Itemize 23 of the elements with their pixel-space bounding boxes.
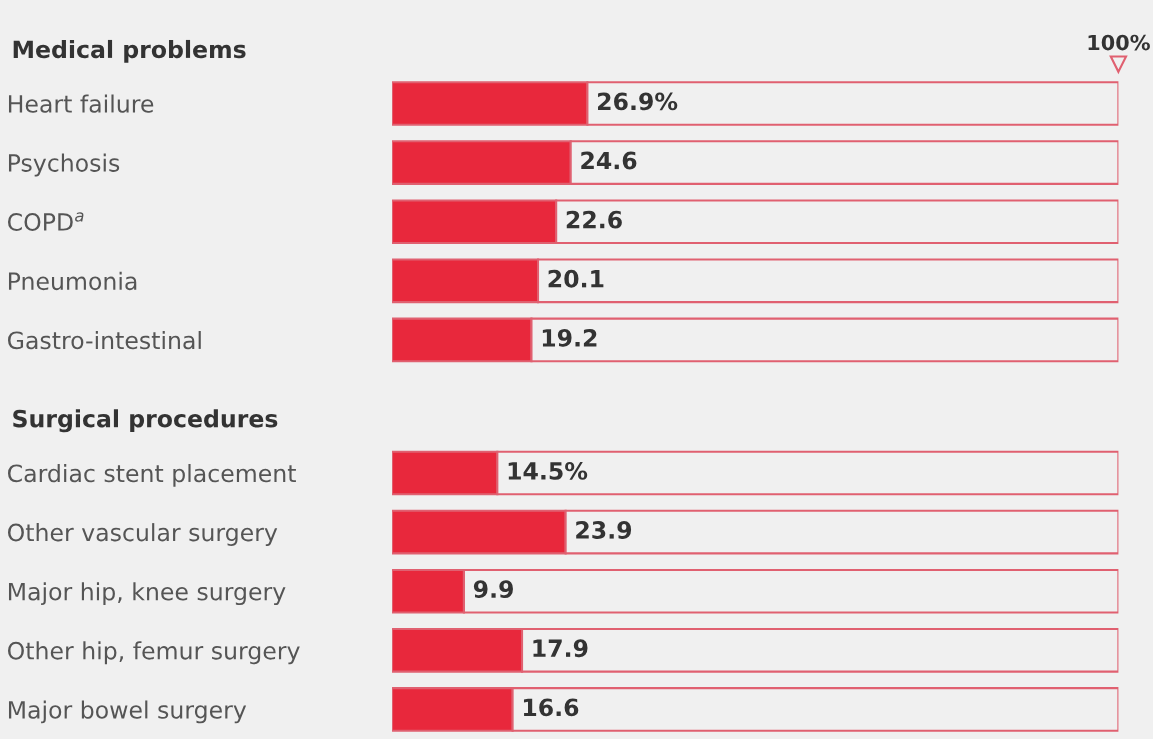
text: Surgical procedures: [13, 409, 278, 433]
data-label: 26.9%: [598, 92, 678, 111]
data-label: 22.6: [566, 210, 622, 229]
y-tick-label: Heart failure: [8, 94, 154, 113]
y-tick-label: Other hip, femur surgery: [7, 641, 300, 665]
data-label: 19.2: [542, 328, 597, 347]
y-tick-label: Pneumonia: [8, 271, 137, 291]
data-label: 16.6: [523, 698, 579, 717]
data-label: 24.6: [581, 151, 637, 170]
data-label: 17.9: [533, 639, 588, 658]
y-tick-label: Major bowel surgery: [8, 700, 247, 724]
y-tick-label: Other vascular surgery: [7, 523, 278, 546]
y-tick-label: Major hip, knee surgery: [8, 582, 286, 606]
y-tick-label: Gastro-intestinal: [7, 330, 201, 350]
data-label: 9.9: [473, 580, 513, 599]
data-label: 23.9: [576, 521, 632, 539]
y-tick-label: Cardiac stent placement: [7, 463, 296, 487]
text: Medical problems: [13, 39, 246, 63]
text: 100%: [1088, 34, 1150, 51]
data-label: 20.1: [548, 269, 604, 288]
data-label: 14.5%: [508, 461, 588, 480]
y-tick-label: COPD$^{a}$: [7, 212, 84, 231]
y-tick-label: Psychosis: [8, 153, 120, 177]
